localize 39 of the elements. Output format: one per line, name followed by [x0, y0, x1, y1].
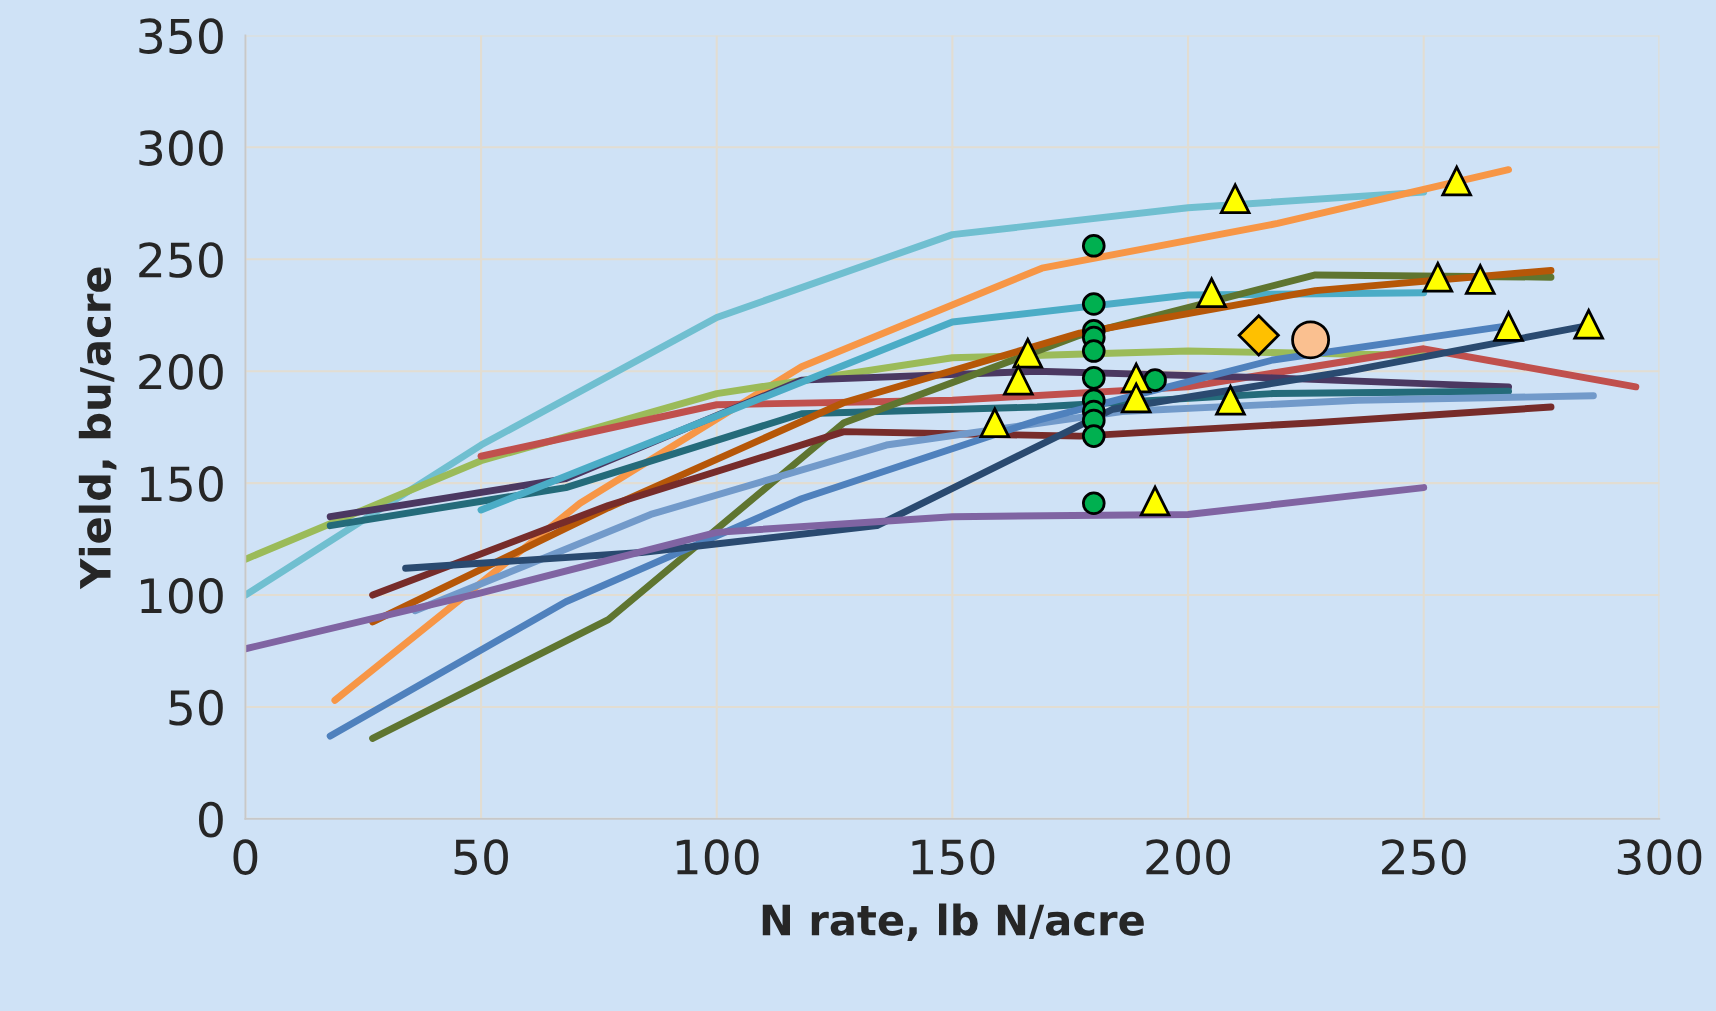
- x-tick-label: 250: [1382, 839, 1466, 875]
- y-tick-label: 0: [199, 801, 223, 838]
- y-axis-title: Yield, bu/acre: [78, 267, 117, 590]
- x-axis-title: N rate, lb N/acre: [762, 903, 1144, 942]
- y-tick-label: 350: [139, 18, 223, 54]
- y-tick-label: 150: [141, 466, 223, 502]
- point: [1143, 368, 1167, 392]
- point: [1441, 165, 1472, 197]
- x-tick-label: 50: [454, 839, 508, 875]
- point: [1081, 366, 1106, 390]
- point: [1422, 261, 1454, 293]
- point: [1219, 181, 1252, 215]
- point: [1081, 292, 1106, 316]
- point: [1573, 308, 1604, 340]
- y-tick-label: 300: [139, 130, 223, 166]
- y-tick-label: 100: [141, 577, 223, 614]
- y-tick-label: 250: [139, 242, 223, 278]
- point: [1120, 382, 1152, 414]
- point: [1081, 491, 1106, 516]
- point: [1139, 485, 1171, 517]
- point: [1081, 339, 1106, 363]
- y-tick-label: 200: [139, 354, 223, 390]
- point: [1291, 320, 1331, 360]
- point: [1012, 337, 1044, 369]
- point: [1237, 314, 1280, 357]
- point: [979, 407, 1011, 438]
- x-tick-label: 200: [1146, 839, 1230, 875]
- point: [1464, 264, 1496, 295]
- x-tick-label: 150: [912, 839, 995, 875]
- point: [1081, 234, 1106, 258]
- point: [1493, 311, 1524, 342]
- point: [1215, 385, 1246, 416]
- y-tick-label: 50: [169, 689, 223, 726]
- point: [1003, 364, 1034, 396]
- x-tick-label: 100: [676, 839, 759, 875]
- point: [1195, 275, 1228, 309]
- point: [1081, 424, 1106, 448]
- x-tick-label: 300: [1617, 839, 1702, 875]
- x-tick-label: 0: [233, 839, 258, 875]
